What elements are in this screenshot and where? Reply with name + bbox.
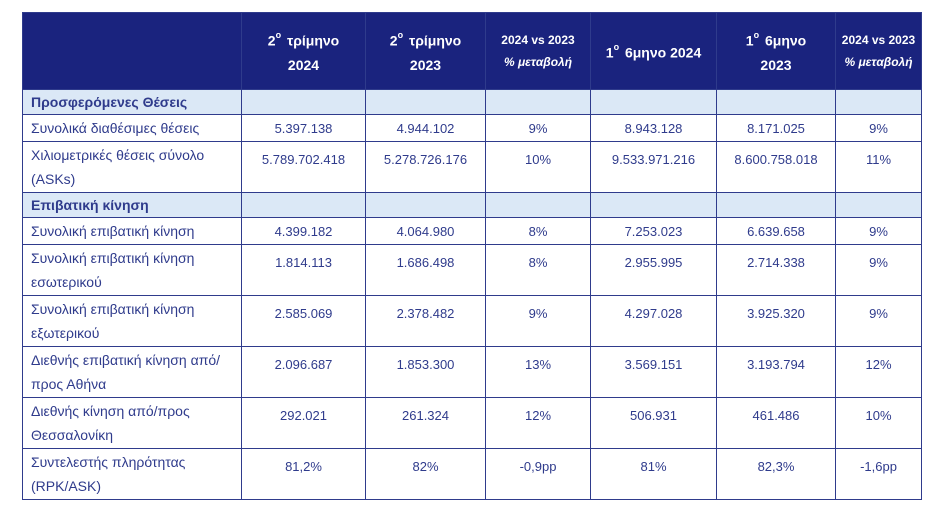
header-q2-2024: 2ο τρίμηνο 2024 bbox=[241, 12, 366, 90]
header-h1-2024: 1ο 6μηνο 2024 bbox=[590, 12, 717, 90]
cell-value: 7.253.023 bbox=[590, 217, 717, 245]
cell-value: 9% bbox=[485, 295, 591, 347]
header-q2-2023: 2ο τρίμηνο 2023 bbox=[365, 12, 486, 90]
cell-value: 8% bbox=[485, 217, 591, 245]
cell-value: 4.399.182 bbox=[241, 217, 366, 245]
cell-value: 81% bbox=[590, 448, 717, 500]
row-label: Διεθνής κίνηση από/προς Θεσσαλονίκη bbox=[22, 397, 242, 449]
traffic-statistics-table-container: 2ο τρίμηνο 2024 2ο τρίμηνο 2023 2024 vs … bbox=[22, 12, 922, 500]
cell-value: 2.378.482 bbox=[365, 295, 486, 347]
cell-value: 82,3% bbox=[716, 448, 836, 500]
cell-value: 4.944.102 bbox=[365, 114, 486, 142]
section-title: Προσφερόμενες Θέσεις bbox=[22, 89, 242, 115]
cell-value: 5.397.138 bbox=[241, 114, 366, 142]
cell-value: 5.789.702.418 bbox=[241, 141, 366, 193]
row-label: Διεθνής επιβατική κίνηση από/προς Αθήνα bbox=[22, 346, 242, 398]
cell-value: 506.931 bbox=[590, 397, 717, 449]
table-row: Διεθνής επιβατική κίνηση από/προς Αθήνα … bbox=[22, 346, 922, 398]
cell-value: 3.925.320 bbox=[716, 295, 836, 347]
cell-value: 9% bbox=[835, 217, 922, 245]
table-row: Συνολική επιβατική κίνηση εσωτερικού 1.8… bbox=[22, 244, 922, 296]
cell-value: 4.297.028 bbox=[590, 295, 717, 347]
row-label: Συντελεστής πληρότητας (RPK/ASK) bbox=[22, 448, 242, 500]
cell-value: 11% bbox=[835, 141, 922, 193]
cell-value: 292.021 bbox=[241, 397, 366, 449]
cell-value: 9% bbox=[485, 114, 591, 142]
cell-value: 8% bbox=[485, 244, 591, 296]
row-label: Χιλιομετρικές θέσεις σύνολο (ASKs) bbox=[22, 141, 242, 193]
cell-value: 5.278.726.176 bbox=[365, 141, 486, 193]
cell-value: 13% bbox=[485, 346, 591, 398]
cell-value: 3.569.151 bbox=[590, 346, 717, 398]
cell-value: 8.171.025 bbox=[716, 114, 836, 142]
cell-value: 2.585.069 bbox=[241, 295, 366, 347]
cell-value: 2.714.338 bbox=[716, 244, 836, 296]
cell-value: 81,2% bbox=[241, 448, 366, 500]
cell-value: 9.533.971.216 bbox=[590, 141, 717, 193]
cell-value: 2.955.995 bbox=[590, 244, 717, 296]
header-h1-2023: 1ο 6μηνο 2023 bbox=[716, 12, 836, 90]
section-row-passenger-traffic: Επιβατική κίνηση bbox=[22, 192, 922, 218]
header-half-year-change: 2024 vs 2023 % μεταβολή bbox=[835, 12, 922, 90]
header-quarter-change: 2024 vs 2023 % μεταβολή bbox=[485, 12, 591, 90]
table-row: Χιλιομετρικές θέσεις σύνολο (ASKs) 5.789… bbox=[22, 141, 922, 193]
cell-value: 2.096.687 bbox=[241, 346, 366, 398]
section-title: Επιβατική κίνηση bbox=[22, 192, 242, 218]
cell-value: 82% bbox=[365, 448, 486, 500]
table-row: Συνολική επιβατική κίνηση εξωτερικού 2.5… bbox=[22, 295, 922, 347]
header-corner-cell bbox=[22, 12, 242, 90]
cell-value: 261.324 bbox=[365, 397, 486, 449]
section-row-offered-seats: Προσφερόμενες Θέσεις bbox=[22, 89, 922, 115]
cell-value: 10% bbox=[485, 141, 591, 193]
cell-value: 1.853.300 bbox=[365, 346, 486, 398]
cell-value: 461.486 bbox=[716, 397, 836, 449]
cell-value: 9% bbox=[835, 295, 922, 347]
cell-value: -0,9pp bbox=[485, 448, 591, 500]
cell-value: 12% bbox=[835, 346, 922, 398]
row-label: Συνολική επιβατική κίνηση εσωτερικού bbox=[22, 244, 242, 296]
row-label: Συνολική επιβατική κίνηση εξωτερικού bbox=[22, 295, 242, 347]
table-row: Συνολικά διαθέσιμες θέσεις 5.397.138 4.9… bbox=[22, 114, 922, 142]
cell-value: 8.943.128 bbox=[590, 114, 717, 142]
row-label: Συνολική επιβατική κίνηση bbox=[22, 217, 242, 245]
cell-value: 12% bbox=[485, 397, 591, 449]
cell-value: 1.686.498 bbox=[365, 244, 486, 296]
cell-value: 9% bbox=[835, 244, 922, 296]
header-row: 2ο τρίμηνο 2024 2ο τρίμηνο 2023 2024 vs … bbox=[22, 12, 922, 90]
table-row: Συντελεστής πληρότητας (RPK/ASK) 81,2% 8… bbox=[22, 448, 922, 500]
table-row: Διεθνής κίνηση από/προς Θεσσαλονίκη 292.… bbox=[22, 397, 922, 449]
row-label: Συνολικά διαθέσιμες θέσεις bbox=[22, 114, 242, 142]
cell-value: 6.639.658 bbox=[716, 217, 836, 245]
cell-value: 1.814.113 bbox=[241, 244, 366, 296]
cell-value: -1,6pp bbox=[835, 448, 922, 500]
cell-value: 10% bbox=[835, 397, 922, 449]
cell-value: 8.600.758.018 bbox=[716, 141, 836, 193]
cell-value: 3.193.794 bbox=[716, 346, 836, 398]
cell-value: 4.064.980 bbox=[365, 217, 486, 245]
cell-value: 9% bbox=[835, 114, 922, 142]
traffic-statistics-table: 2ο τρίμηνο 2024 2ο τρίμηνο 2023 2024 vs … bbox=[22, 12, 922, 500]
table-row: Συνολική επιβατική κίνηση 4.399.182 4.06… bbox=[22, 217, 922, 245]
